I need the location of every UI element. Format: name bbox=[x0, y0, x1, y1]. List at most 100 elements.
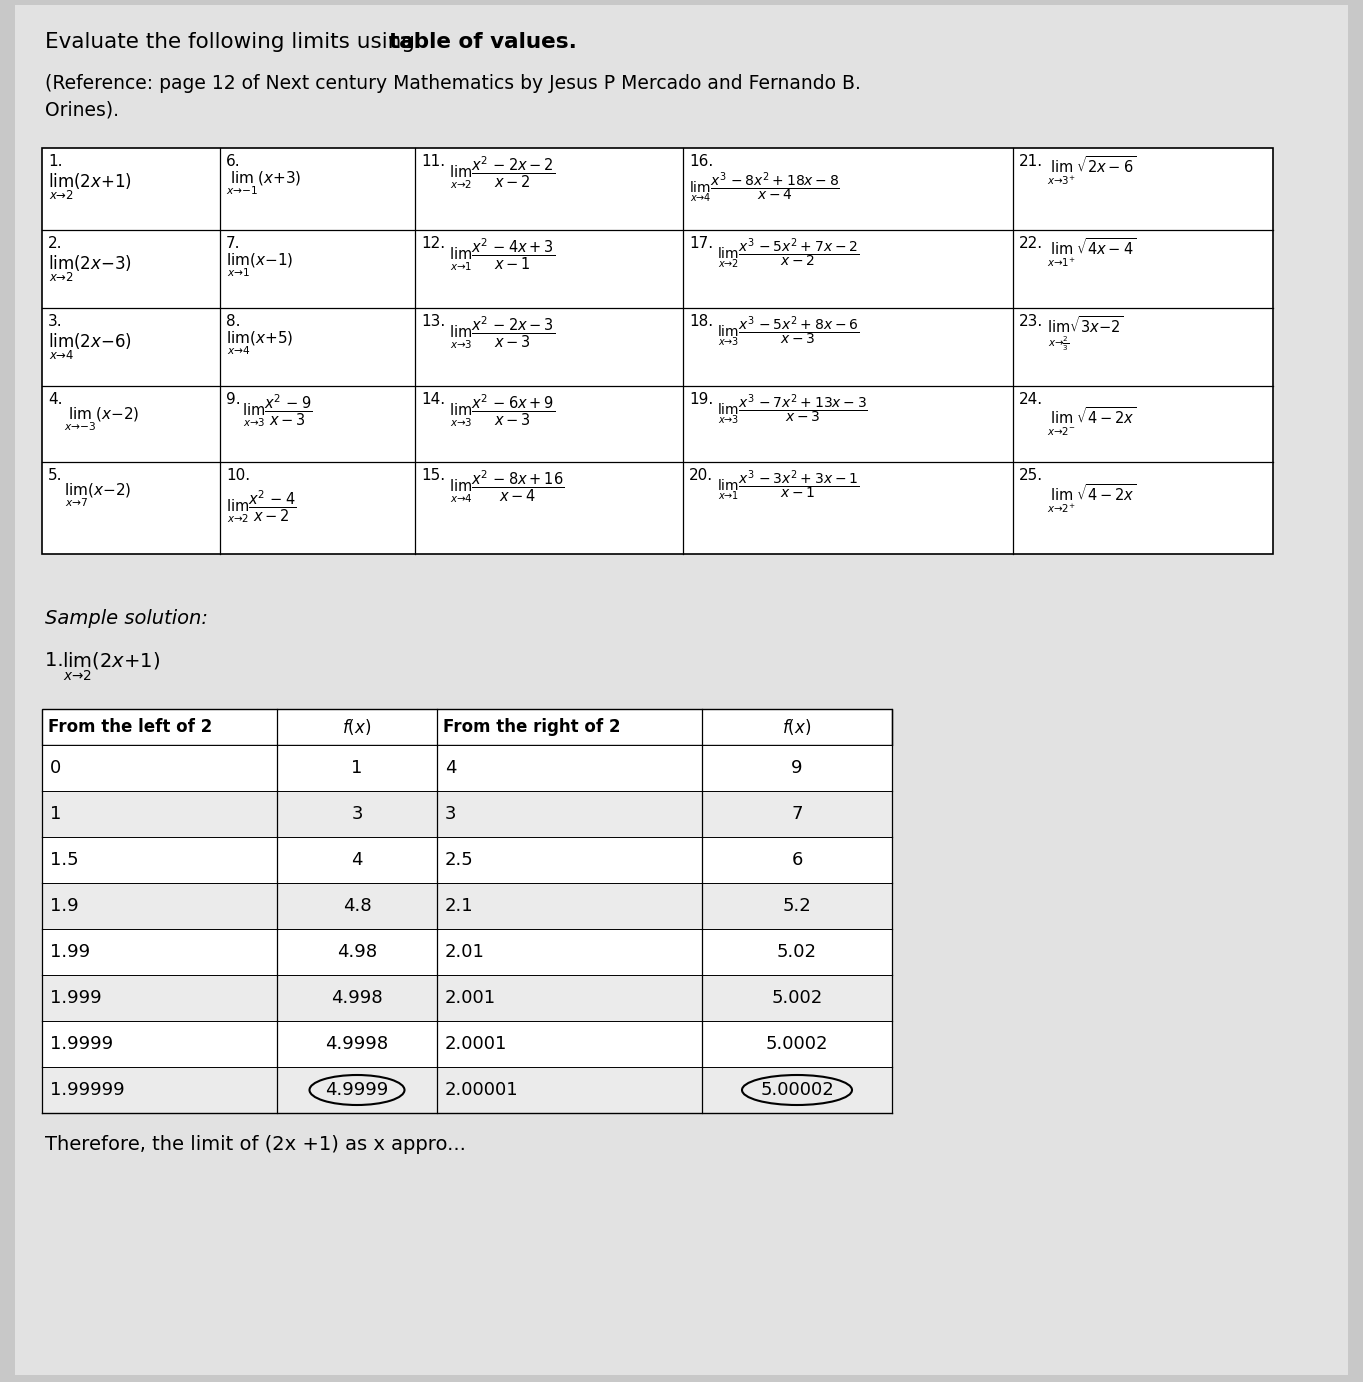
Text: 2.01: 2.01 bbox=[444, 943, 485, 960]
Bar bbox=[42, 837, 891, 883]
Text: $\lim_{x\to 3}\dfrac{x^3-7x^2+13x-3}{x-3}$: $\lim_{x\to 3}\dfrac{x^3-7x^2+13x-3}{x-3… bbox=[717, 392, 868, 427]
Text: $\lim_{x\to \frac{2}{3}}\sqrt{3x-2}$: $\lim_{x\to \frac{2}{3}}\sqrt{3x-2}$ bbox=[1047, 314, 1123, 352]
Text: 11.: 11. bbox=[421, 153, 446, 169]
Text: $\lim_{x\to 4}\dfrac{x^2-8x+16}{x-4}$: $\lim_{x\to 4}\dfrac{x^2-8x+16}{x-4}$ bbox=[448, 468, 564, 504]
Text: 5.0002: 5.0002 bbox=[766, 1035, 829, 1053]
Text: $\lim_{x\to 4}(2x-6)$: $\lim_{x\to 4}(2x-6)$ bbox=[48, 332, 132, 362]
Text: $\lim_{x\to 1^+}\sqrt{4x-4}$: $\lim_{x\to 1^+}\sqrt{4x-4}$ bbox=[1047, 236, 1137, 269]
Text: $f(x)$: $f(x)$ bbox=[782, 717, 811, 737]
Text: 12.: 12. bbox=[421, 236, 446, 252]
Text: 2.001: 2.001 bbox=[444, 990, 496, 1007]
Text: Sample solution:: Sample solution: bbox=[45, 609, 209, 627]
Text: $\lim_{x\to 1}\dfrac{x^3-3x^2+3x-1}{x-1}$: $\lim_{x\to 1}\dfrac{x^3-3x^2+3x-1}{x-1}… bbox=[717, 468, 859, 503]
Text: $\lim_{x\to -1}(x+3)$: $\lim_{x\to -1}(x+3)$ bbox=[226, 170, 301, 198]
Text: 7: 7 bbox=[792, 804, 803, 824]
Text: 19.: 19. bbox=[690, 392, 713, 408]
Text: From the left of 2: From the left of 2 bbox=[48, 719, 213, 737]
Text: 20.: 20. bbox=[690, 468, 713, 482]
Text: 1.9: 1.9 bbox=[50, 897, 79, 915]
Text: 2.5: 2.5 bbox=[444, 851, 474, 869]
Bar bbox=[42, 974, 891, 1021]
Text: 1.99: 1.99 bbox=[50, 943, 90, 960]
Text: 1.5: 1.5 bbox=[50, 851, 79, 869]
Text: Evaluate the following limits using: Evaluate the following limits using bbox=[45, 32, 423, 53]
Text: 16.: 16. bbox=[690, 153, 713, 169]
Text: 9: 9 bbox=[792, 759, 803, 777]
Text: 1.99999: 1.99999 bbox=[50, 1081, 124, 1099]
Text: 1: 1 bbox=[50, 804, 61, 824]
Text: 0: 0 bbox=[50, 759, 61, 777]
Text: $\lim_{x\to 3}\dfrac{x^2-6x+9}{x-3}$: $\lim_{x\to 3}\dfrac{x^2-6x+9}{x-3}$ bbox=[448, 392, 555, 428]
Text: 5.02: 5.02 bbox=[777, 943, 816, 960]
Text: 14.: 14. bbox=[421, 392, 446, 408]
Text: 4: 4 bbox=[352, 851, 363, 869]
Text: $\lim_{x\to 2^+}\sqrt{4-2x}$: $\lim_{x\to 2^+}\sqrt{4-2x}$ bbox=[1047, 482, 1137, 515]
Text: 4.998: 4.998 bbox=[331, 990, 383, 1007]
Text: 25.: 25. bbox=[1020, 468, 1043, 482]
Text: 10.: 10. bbox=[226, 468, 251, 482]
Text: 24.: 24. bbox=[1020, 392, 1043, 408]
Text: $\lim_{x\to 2}(2x+1)$: $\lim_{x\to 2}(2x+1)$ bbox=[48, 171, 132, 202]
Text: $\lim_{x\to 3^+}\sqrt{2x-6}$: $\lim_{x\to 3^+}\sqrt{2x-6}$ bbox=[1047, 153, 1137, 187]
Text: 3.: 3. bbox=[48, 314, 63, 329]
Text: 4.9999: 4.9999 bbox=[326, 1081, 388, 1099]
Text: $\lim_{x\to -3}(x-2)$: $\lim_{x\to -3}(x-2)$ bbox=[64, 406, 139, 434]
Text: 4.8: 4.8 bbox=[342, 897, 371, 915]
Text: $\lim_{x\to 2}\dfrac{x^2-4}{x-2}$: $\lim_{x\to 2}\dfrac{x^2-4}{x-2}$ bbox=[226, 488, 296, 525]
Text: 1.999: 1.999 bbox=[50, 990, 102, 1007]
Text: $\lim_{x\to 1}\dfrac{x^2-4x+3}{x-1}$: $\lim_{x\to 1}\dfrac{x^2-4x+3}{x-1}$ bbox=[448, 236, 555, 272]
Text: 4: 4 bbox=[444, 759, 457, 777]
Text: $\lim_{x\to 7}(x-2)$: $\lim_{x\to 7}(x-2)$ bbox=[64, 482, 131, 509]
Text: Therefore, the limit of (2x +1) as x appro...: Therefore, the limit of (2x +1) as x app… bbox=[45, 1135, 466, 1154]
Text: (Reference: page 12 of Next century Mathematics by Jesus P Mercado and Fernando : (Reference: page 12 of Next century Math… bbox=[45, 75, 861, 93]
Text: From the right of 2: From the right of 2 bbox=[443, 719, 620, 737]
Bar bbox=[42, 791, 891, 837]
Text: 7.: 7. bbox=[226, 236, 240, 252]
Text: 4.9998: 4.9998 bbox=[326, 1035, 388, 1053]
Text: 8.: 8. bbox=[226, 314, 240, 329]
Text: 6: 6 bbox=[792, 851, 803, 869]
Bar bbox=[42, 929, 891, 974]
Text: Orines).: Orines). bbox=[45, 100, 119, 119]
Text: $\lim_{x\to 2}\dfrac{x^3-5x^2+7x-2}{x-2}$: $\lim_{x\to 2}\dfrac{x^3-5x^2+7x-2}{x-2}… bbox=[717, 236, 859, 271]
Text: $\lim_{x\to 2^-}\sqrt{4-2x}$: $\lim_{x\to 2^-}\sqrt{4-2x}$ bbox=[1047, 406, 1137, 438]
Text: 15.: 15. bbox=[421, 468, 446, 482]
Text: $\lim_{x\to 3}\dfrac{x^3-5x^2+8x-6}{x-3}$: $\lim_{x\to 3}\dfrac{x^3-5x^2+8x-6}{x-3}… bbox=[717, 314, 859, 348]
Text: 5.: 5. bbox=[48, 468, 63, 482]
Text: $\lim_{x\to 2}(2x+1)$: $\lim_{x\to 2}(2x+1)$ bbox=[61, 651, 159, 684]
Text: 2.0001: 2.0001 bbox=[444, 1035, 507, 1053]
Text: 4.: 4. bbox=[48, 392, 63, 408]
Bar bbox=[42, 1067, 891, 1113]
Text: 4.98: 4.98 bbox=[337, 943, 378, 960]
Text: 2.: 2. bbox=[48, 236, 63, 252]
Text: 2.00001: 2.00001 bbox=[444, 1081, 519, 1099]
Text: 1.: 1. bbox=[48, 153, 63, 169]
Text: 23.: 23. bbox=[1020, 314, 1043, 329]
Text: 17.: 17. bbox=[690, 236, 713, 252]
Text: $\lim_{x\to 2}(2x-3)$: $\lim_{x\to 2}(2x-3)$ bbox=[48, 254, 132, 285]
Text: 2.1: 2.1 bbox=[444, 897, 473, 915]
Text: table of values.: table of values. bbox=[388, 32, 577, 53]
Text: 6.: 6. bbox=[226, 153, 241, 169]
Text: 5.2: 5.2 bbox=[782, 897, 811, 915]
Text: 3: 3 bbox=[352, 804, 363, 824]
Text: 9.: 9. bbox=[226, 392, 241, 408]
Text: $\lim_{x\to 2}\dfrac{x^2-2x-2}{x-2}$: $\lim_{x\to 2}\dfrac{x^2-2x-2}{x-2}$ bbox=[448, 153, 555, 191]
Text: $f(x)$: $f(x)$ bbox=[342, 717, 372, 737]
Text: $\lim_{x\to 4}(x+5)$: $\lim_{x\to 4}(x+5)$ bbox=[226, 330, 293, 358]
Bar bbox=[42, 709, 891, 745]
Text: $\lim_{x\to 3}\dfrac{x^2-2x-3}{x-3}$: $\lim_{x\to 3}\dfrac{x^2-2x-3}{x-3}$ bbox=[448, 314, 555, 351]
Bar bbox=[42, 745, 891, 791]
Bar bbox=[42, 1021, 891, 1067]
Text: 1.: 1. bbox=[45, 651, 70, 670]
Text: $\lim_{x\to 4}\dfrac{x^3-8x^2+18x-8}{x-4}$: $\lim_{x\to 4}\dfrac{x^3-8x^2+18x-8}{x-4… bbox=[690, 170, 840, 205]
Text: 22.: 22. bbox=[1020, 236, 1043, 252]
Text: 1.9999: 1.9999 bbox=[50, 1035, 113, 1053]
Text: 5.00002: 5.00002 bbox=[761, 1081, 834, 1099]
Text: $\lim_{x\to 3}\dfrac{x^2-9}{x-3}$: $\lim_{x\to 3}\dfrac{x^2-9}{x-3}$ bbox=[243, 392, 312, 428]
Text: 18.: 18. bbox=[690, 314, 713, 329]
Text: 13.: 13. bbox=[421, 314, 446, 329]
Text: 21.: 21. bbox=[1020, 153, 1043, 169]
Text: 5.002: 5.002 bbox=[771, 990, 823, 1007]
Bar bbox=[42, 883, 891, 929]
